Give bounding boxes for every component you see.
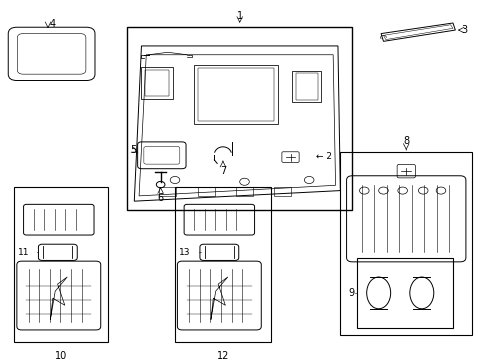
Bar bbox=[198, 68, 274, 121]
Text: 8: 8 bbox=[402, 136, 408, 147]
Bar bbox=[235, 187, 253, 196]
Bar bbox=[356, 258, 452, 328]
Bar bbox=[144, 70, 168, 96]
Bar bbox=[159, 187, 176, 196]
Bar bbox=[292, 71, 321, 102]
Bar bbox=[127, 27, 351, 210]
Text: 7: 7 bbox=[220, 166, 225, 176]
Text: 11: 11 bbox=[18, 248, 30, 257]
Text: 6: 6 bbox=[157, 193, 163, 203]
Bar bbox=[15, 187, 108, 342]
Text: 9: 9 bbox=[348, 288, 354, 298]
Bar bbox=[274, 187, 291, 196]
Text: 13: 13 bbox=[179, 248, 190, 257]
Bar bbox=[197, 187, 214, 196]
Text: 1: 1 bbox=[236, 11, 242, 21]
Bar bbox=[175, 187, 270, 342]
Bar bbox=[194, 66, 278, 123]
Bar bbox=[141, 67, 172, 99]
Bar bbox=[340, 152, 471, 335]
Text: 4: 4 bbox=[50, 19, 56, 29]
Text: 10: 10 bbox=[55, 351, 67, 360]
Text: ← 2: ← 2 bbox=[316, 152, 332, 161]
Text: 3: 3 bbox=[460, 25, 466, 35]
Text: 5: 5 bbox=[130, 145, 136, 155]
Text: 12: 12 bbox=[216, 351, 229, 360]
Bar bbox=[295, 73, 317, 100]
